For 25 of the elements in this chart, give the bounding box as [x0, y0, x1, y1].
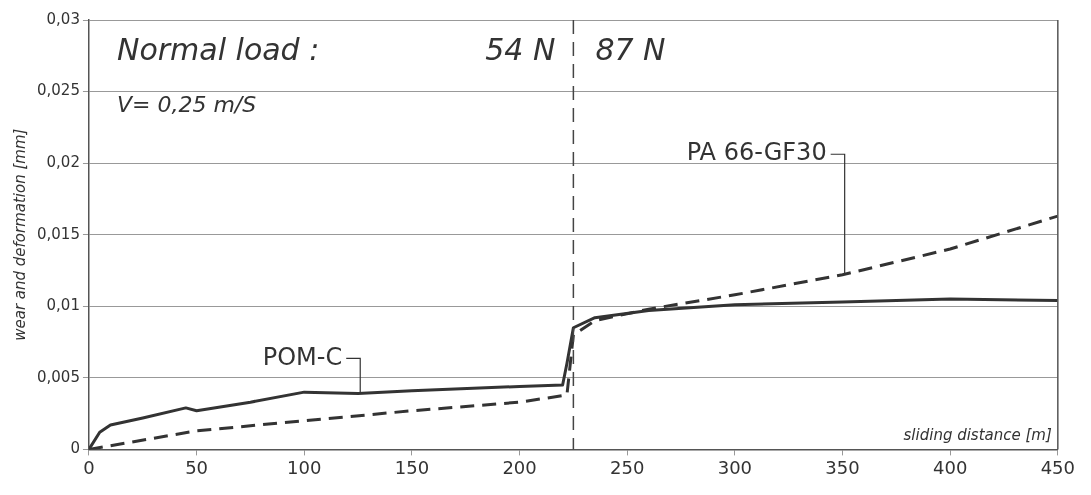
- y-tick-label: 0,025: [36, 81, 80, 100]
- x-tick-label: 0: [83, 456, 95, 478]
- y-tick-label: 0,03: [46, 9, 80, 28]
- x-tick-label: 200: [502, 456, 537, 478]
- x-tick-label: 300: [717, 456, 753, 478]
- x-tick-label: 150: [394, 456, 430, 478]
- annotation: V= 0,25 m/S: [116, 92, 257, 117]
- y-tick-label: 0: [70, 439, 80, 458]
- x-tick-label: 400: [932, 456, 968, 478]
- y-tick-label: 0,015: [36, 224, 80, 243]
- annotation: Normal load :: [116, 32, 320, 67]
- y-tick-label: 0,02: [46, 153, 80, 172]
- x-tick-label: 100: [287, 456, 322, 478]
- x-tick-label: 50: [185, 456, 209, 478]
- y-tick-label: 0,005: [36, 367, 80, 386]
- y-axis-title: wear and deformation [mm]: [10, 128, 29, 341]
- y-tick-label: 0,01: [46, 296, 80, 315]
- annotation: 54 N: [485, 32, 556, 67]
- x-tick-label: 450: [1040, 456, 1075, 478]
- x-tick-label: 250: [610, 456, 645, 478]
- annotation: 87 N: [595, 32, 666, 67]
- x-axis-title: sliding distance [m]: [903, 425, 1052, 444]
- series-label: POM-C: [262, 342, 343, 371]
- text: PA 66-GF30: [686, 138, 827, 167]
- x-tick-label: 350: [825, 456, 860, 478]
